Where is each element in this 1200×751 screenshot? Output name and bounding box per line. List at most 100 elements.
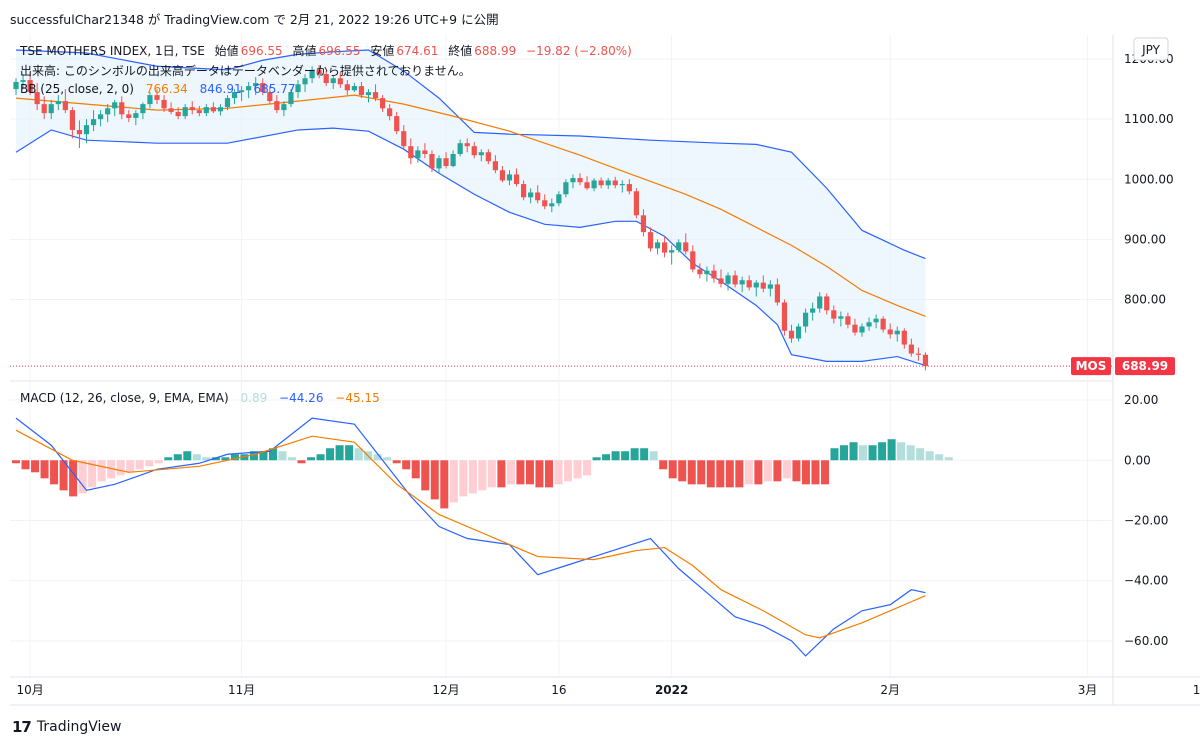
- macd-hist-bar: [820, 460, 829, 485]
- candle-body: [112, 102, 118, 109]
- candle-body: [605, 180, 611, 186]
- macd-hist-bar: [925, 451, 934, 461]
- low-value: 674.61: [396, 44, 439, 58]
- macd-hist-bar: [630, 448, 639, 461]
- macd-hist-bar: [773, 460, 782, 482]
- macd-hist-bar: [383, 457, 392, 461]
- macd-hist-bar: [164, 457, 173, 461]
- candle-body: [387, 108, 393, 117]
- macd-hist-bar: [840, 445, 849, 461]
- candle-body: [196, 110, 202, 114]
- candle-body: [711, 270, 717, 279]
- candle-body: [654, 242, 661, 249]
- macd-hist-bar: [716, 460, 725, 488]
- macd-hist-bar: [97, 460, 106, 482]
- macd-hist-bar: [897, 442, 906, 461]
- candle-body: [41, 104, 47, 114]
- candle-body: [429, 154, 435, 169]
- macd-hist-bar: [849, 442, 858, 461]
- candle-body: [528, 192, 534, 198]
- macd-hist-bar: [659, 460, 668, 470]
- candle-body: [584, 182, 590, 189]
- macd-hist-bar: [697, 460, 706, 485]
- time-tick-label: 2月: [880, 683, 900, 697]
- candle-body: [676, 242, 682, 251]
- macd-hist-bar: [440, 460, 449, 509]
- macd-hist-bar: [544, 460, 553, 488]
- candle-body: [901, 330, 907, 345]
- macd-hist-bar: [288, 457, 297, 461]
- candle-body: [880, 318, 886, 330]
- macd-hist-bar: [640, 448, 649, 461]
- candle-body: [506, 174, 513, 181]
- candle-body: [718, 278, 724, 284]
- macd-hist-bar: [906, 445, 915, 461]
- macd-hist-bar: [316, 454, 325, 461]
- macd-hist-bar: [811, 460, 820, 485]
- macd-hist-bar: [392, 460, 401, 464]
- bb-basis-value: 766.34: [145, 82, 188, 96]
- candle-body: [246, 86, 252, 91]
- bb-legend: BB (25, close, 2, 0) 766.34 846.91 685.7…: [20, 82, 297, 96]
- candle-body: [189, 107, 195, 111]
- candle-body: [485, 152, 491, 162]
- candle-body: [337, 78, 343, 85]
- change-value: −19.82 (−2.80%): [526, 44, 632, 58]
- macd-hist-bar: [69, 460, 78, 497]
- macd-hist-bar: [763, 460, 772, 482]
- macd-hist-bar: [944, 457, 953, 461]
- candle-body: [591, 180, 597, 189]
- candle-body: [330, 78, 336, 84]
- candle-body: [344, 84, 350, 91]
- macd-hist-bar: [183, 451, 192, 461]
- macd-hist-bar: [40, 460, 49, 479]
- candle-body: [48, 104, 54, 114]
- macd-signal-value: −45.15: [335, 391, 380, 405]
- candle-body: [873, 318, 879, 323]
- macd-hist-bar: [506, 460, 515, 485]
- macd-hist-bar: [459, 460, 468, 497]
- macd-hist-bar: [725, 460, 734, 488]
- bb-label: BB (25, close, 2, 0): [20, 82, 134, 96]
- candle-body: [739, 280, 745, 285]
- candle-body: [697, 269, 703, 275]
- candle-body: [753, 282, 759, 288]
- candle-body: [443, 158, 449, 167]
- macd-hist-bar: [535, 460, 544, 488]
- price-tag-value-bg: [1115, 357, 1175, 376]
- macd-hist-bar: [573, 460, 582, 479]
- currency-button[interactable]: [1133, 37, 1169, 61]
- candle-body: [887, 329, 893, 335]
- macd-hist-bar: [335, 445, 344, 461]
- macd-hist-bar: [211, 457, 220, 461]
- candle-body: [457, 143, 463, 155]
- macd-hist-bar: [421, 460, 430, 491]
- candle-body: [217, 107, 224, 112]
- candle-body: [866, 322, 872, 327]
- macd-hist-bar: [50, 460, 59, 485]
- currency-label: JPY: [1141, 43, 1161, 57]
- macd-hist-value: 0.89: [240, 391, 268, 405]
- candle-body: [669, 250, 675, 253]
- time-tick-label: 16: [551, 683, 566, 697]
- candle-body: [683, 242, 689, 252]
- candle-body: [464, 143, 470, 147]
- macd-hist-bar: [116, 460, 125, 476]
- macd-hist-bar: [792, 460, 801, 482]
- macd-hist-bar: [668, 460, 677, 479]
- candle-body: [513, 174, 520, 185]
- macd-hist-bar: [107, 460, 116, 479]
- macd-hist-bar: [230, 454, 239, 461]
- price-tick-label: 800.00: [1124, 292, 1166, 306]
- macd-hist-bar: [31, 460, 40, 473]
- macd-hist-bar: [859, 445, 868, 461]
- candle-body: [436, 158, 442, 169]
- candle-body: [55, 101, 61, 105]
- candle-body: [34, 92, 40, 105]
- candle-body: [542, 200, 548, 207]
- candle-body: [267, 92, 273, 102]
- macd-hist-bar: [887, 439, 896, 461]
- macd-hist-bar: [649, 451, 658, 461]
